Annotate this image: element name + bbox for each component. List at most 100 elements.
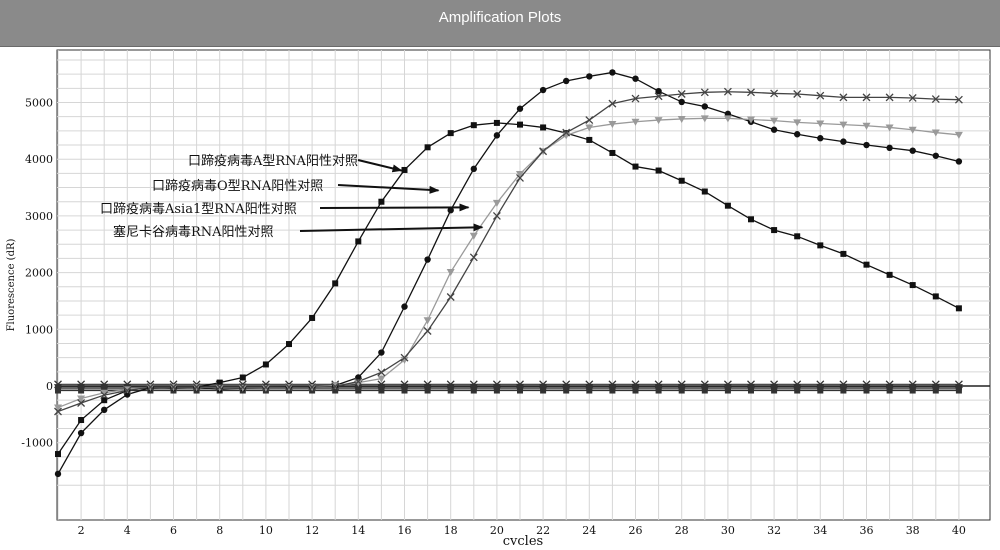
baseline-point-x xyxy=(885,380,894,389)
series-point-triangle-down xyxy=(423,317,432,325)
series-point-square xyxy=(447,130,454,137)
series-point-circle xyxy=(909,147,916,154)
x-tick-label: 28 xyxy=(675,524,689,537)
series-point-triangle-down xyxy=(77,395,86,403)
annotation-arrow xyxy=(319,203,470,212)
series-point-square xyxy=(262,361,269,368)
series-point-circle xyxy=(701,103,708,110)
y-tick-label: 2000 xyxy=(25,267,53,280)
y-tick-label: 0 xyxy=(46,380,53,393)
series-point-triangle-down xyxy=(446,269,455,277)
series-point-triangle-down xyxy=(400,356,409,364)
series-point-x xyxy=(77,399,86,407)
series-point-x xyxy=(862,93,871,102)
series-point-circle xyxy=(955,158,963,165)
series-point-triangle-down xyxy=(677,115,686,123)
baseline-point-x xyxy=(539,380,548,389)
series-point-square xyxy=(771,227,778,234)
series-point-x xyxy=(308,383,317,392)
series-point-triangle-down xyxy=(862,122,871,130)
baseline-point-x xyxy=(700,380,709,389)
series-point-square xyxy=(609,149,616,156)
x-tick-label: 2 xyxy=(78,524,85,537)
series-point-x xyxy=(631,94,640,103)
window-title: Amplification Plots xyxy=(438,9,562,26)
series-point-x xyxy=(516,173,524,182)
series-point-x xyxy=(423,327,432,335)
x-tick-label: 12 xyxy=(305,524,319,537)
baseline-point-x xyxy=(492,380,501,389)
annotations: 口蹄疫病毒A型RNA阳性对照口蹄疫病毒O型RNA阳性对照口蹄疫病毒Asia1型R… xyxy=(100,153,484,240)
series-lines xyxy=(57,71,960,475)
series-point-triangle-down xyxy=(816,120,825,128)
series-point-square xyxy=(309,314,316,321)
baseline-point-x xyxy=(747,380,755,389)
series-point-x xyxy=(654,92,663,101)
series-point-square xyxy=(55,451,61,458)
x-tick-label: 4 xyxy=(124,524,131,537)
series-point-circle xyxy=(101,406,108,414)
x-tick-label: 36 xyxy=(860,524,874,537)
series-point-circle xyxy=(863,141,870,149)
series-point-square xyxy=(540,124,547,131)
series-point-triangle-down xyxy=(747,116,755,124)
series-point-triangle-down xyxy=(54,404,62,412)
baseline-point-x xyxy=(562,380,571,389)
series-point-x xyxy=(169,383,178,392)
series-point-circle xyxy=(54,470,62,478)
series-point-x xyxy=(770,89,779,98)
series-point-square xyxy=(78,417,85,424)
series-point-x xyxy=(123,386,132,395)
series-point-square xyxy=(216,379,223,386)
plot-frame xyxy=(56,49,991,521)
series-point-circle xyxy=(655,87,662,95)
baseline-point-x xyxy=(931,380,940,389)
series-point-circle xyxy=(401,303,408,310)
x-tick-label: 18 xyxy=(444,524,458,537)
baseline-point-x xyxy=(54,380,62,389)
annotation-label: 口蹄疫病毒Asia1型RNA阳性对照 xyxy=(100,201,297,217)
series-point-square xyxy=(424,144,431,151)
series-point-x xyxy=(446,293,455,301)
baseline-point-x xyxy=(446,380,455,389)
x-tick-label: 38 xyxy=(906,524,920,537)
series-point-square xyxy=(632,163,639,170)
series-point-triangle-down xyxy=(700,115,709,123)
baseline-point-x xyxy=(469,380,478,389)
series-point-triangle-down xyxy=(954,131,963,139)
y-tick-label: 5000 xyxy=(25,97,53,110)
series-point-circle xyxy=(470,165,477,173)
series-point-triangle-down xyxy=(469,232,478,240)
x-tick-label: 16 xyxy=(398,524,412,537)
series-point-circle xyxy=(932,152,939,159)
series-point-square xyxy=(840,250,847,257)
series-point-square xyxy=(401,166,408,173)
series-point-circle xyxy=(563,77,570,85)
annotation-label: 塞尼卡谷病毒RNA阳性对照 xyxy=(113,224,274,240)
series-markers xyxy=(54,69,963,478)
series-line-circle xyxy=(57,71,960,475)
series-point-triangle-down xyxy=(261,384,270,392)
baseline-point-x xyxy=(516,380,524,389)
series-point-triangle-down xyxy=(238,384,247,392)
series-point-x xyxy=(700,88,709,97)
series-point-circle xyxy=(539,86,547,94)
series-point-circle xyxy=(77,429,85,437)
annotation-arrow xyxy=(299,223,484,232)
amplification-plot-area: 2 4 6 8 10 12 14 16 18 20 22 24 26 28 30 32 34 36 38 40 -100… xyxy=(0,47,1000,549)
series-point-triangle-down xyxy=(654,117,663,125)
series-point-x xyxy=(608,99,617,108)
series-point-x xyxy=(885,93,894,102)
series-point-square xyxy=(817,242,824,249)
series-point-x xyxy=(238,383,247,392)
series-point-triangle-down xyxy=(631,118,640,126)
baseline-point-x xyxy=(100,380,109,389)
series-point-circle xyxy=(424,256,431,263)
series-point-circle xyxy=(609,69,616,76)
series-point-square xyxy=(355,238,362,245)
baseline-point-x xyxy=(770,380,779,389)
series-point-x xyxy=(261,383,270,392)
series-point-circle xyxy=(840,138,847,145)
series-point-x xyxy=(747,88,755,97)
baseline-point-x xyxy=(793,380,802,389)
